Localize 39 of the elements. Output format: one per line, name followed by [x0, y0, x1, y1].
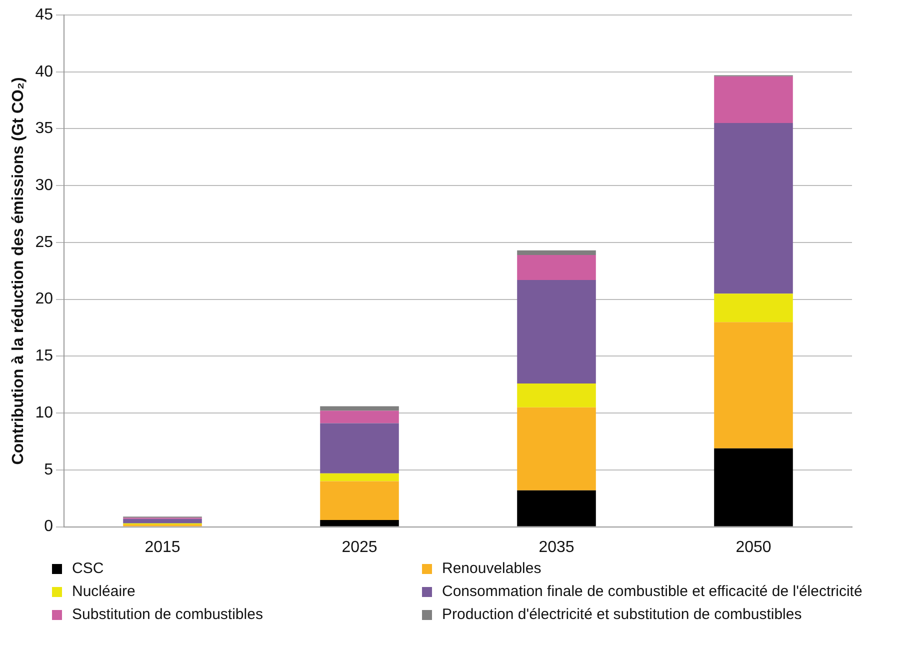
bar — [714, 76, 793, 124]
bar — [517, 280, 596, 384]
bar — [517, 407, 596, 490]
bar — [714, 123, 793, 294]
bar — [517, 254, 596, 280]
bar — [320, 410, 399, 424]
x-tick-label: 2025 — [342, 538, 378, 556]
legend-label: CSC — [72, 560, 104, 577]
bar — [517, 250, 596, 255]
x-tick-label: 2035 — [538, 538, 574, 556]
bar — [123, 518, 202, 524]
legend-label: Consommation finale de combustible et efficacité de l'électricité — [442, 583, 862, 600]
legend-label: Production d'électricité et substitution de combustibles — [442, 606, 802, 623]
bar — [320, 473, 399, 482]
y-tick-label: 35 — [35, 120, 54, 138]
legend-label: Renouvelables — [442, 560, 542, 577]
bar — [714, 294, 793, 322]
y-tick-label: 0 — [44, 518, 54, 536]
legend-label: Nucléaire — [72, 583, 136, 600]
y-tick-label: 5 — [44, 461, 54, 478]
y-tick-label: 40 — [35, 63, 54, 80]
bar — [714, 448, 793, 526]
y-tick-label: 10 — [35, 404, 54, 422]
bar — [320, 423, 399, 474]
bar — [320, 406, 399, 411]
bar — [517, 383, 596, 408]
y-tick-label: 45 — [35, 6, 54, 24]
x-tick-label: 2015 — [144, 538, 180, 556]
bar — [320, 481, 399, 520]
bar — [517, 490, 596, 526]
x-tick-label: 2050 — [736, 538, 772, 556]
y-tick-label: 25 — [35, 234, 54, 251]
y-tick-label: 20 — [35, 290, 54, 308]
legend-label: Substitution de combustibles — [72, 606, 263, 623]
bar — [320, 520, 399, 526]
y-tick-label: 15 — [35, 348, 54, 365]
bar — [714, 322, 793, 448]
y-tick-label: 30 — [35, 177, 54, 194]
y-axis-title: Contribution à la réduction des émissions (Gt CO₂) — [10, 77, 28, 465]
